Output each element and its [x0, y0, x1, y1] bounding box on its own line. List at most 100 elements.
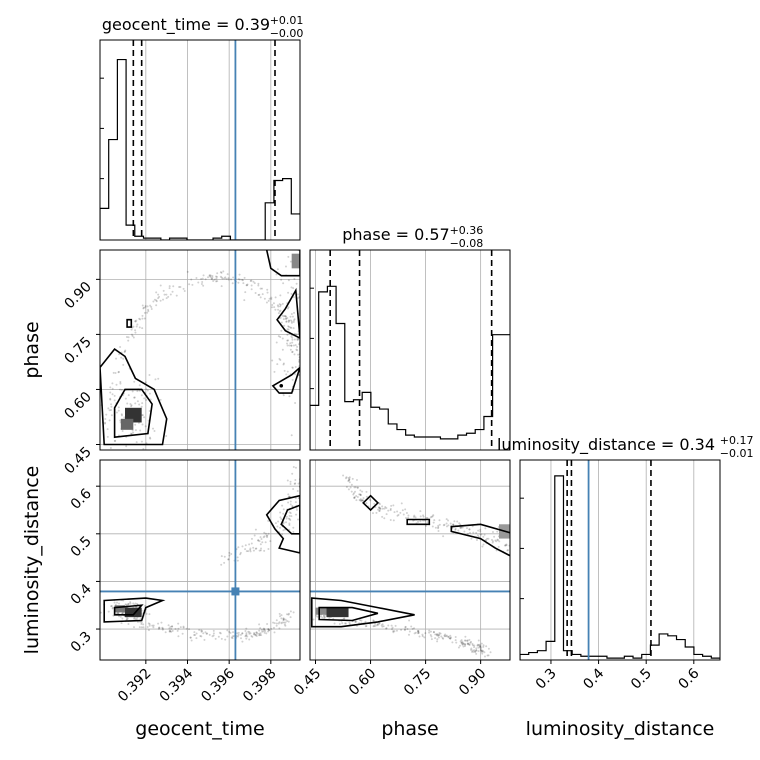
sample-point — [434, 637, 437, 640]
sample-point — [468, 638, 471, 641]
sample-point — [457, 529, 460, 532]
sample-point — [261, 630, 264, 633]
sample-point — [283, 623, 286, 626]
sample-point — [157, 622, 160, 625]
sample-point — [482, 650, 485, 653]
sample-point — [170, 630, 173, 633]
sample-point — [290, 515, 293, 518]
sample-point — [376, 623, 379, 626]
sample-point — [389, 509, 392, 512]
sample-point — [399, 511, 402, 514]
sample-point — [487, 647, 490, 650]
sample-point — [202, 284, 205, 287]
sample-point — [291, 366, 294, 369]
sample-point — [290, 344, 293, 347]
sample-point — [485, 645, 488, 648]
sample-point — [453, 520, 456, 523]
sample-point — [239, 553, 242, 556]
sample-point — [110, 604, 113, 607]
sample-point — [378, 510, 381, 513]
sample-point — [378, 507, 381, 510]
sample-point — [454, 527, 457, 530]
sample-point — [142, 626, 145, 629]
sample-point — [428, 629, 431, 632]
sample-point — [417, 629, 420, 632]
density-cell — [125, 407, 142, 423]
sample-point — [262, 630, 265, 633]
sample-point — [424, 632, 427, 635]
sample-point — [168, 285, 171, 288]
sample-point — [393, 511, 396, 514]
sample-point — [141, 414, 144, 417]
sample-point — [134, 402, 137, 405]
sample-point — [350, 490, 353, 493]
sample-point — [292, 296, 295, 299]
sample-point — [287, 279, 290, 282]
sample-point — [288, 518, 291, 521]
sample-point — [245, 284, 248, 287]
sample-point — [417, 631, 420, 634]
sample-point — [373, 502, 376, 505]
sample-point — [372, 625, 375, 628]
sample-point — [459, 526, 462, 529]
sample-point — [458, 644, 461, 647]
sample-point — [466, 639, 469, 642]
sample-point — [454, 636, 457, 639]
sample-point — [404, 626, 407, 629]
sample-point — [285, 521, 288, 524]
sample-point — [419, 520, 422, 523]
sample-point — [292, 321, 295, 324]
sample-point — [291, 338, 294, 341]
sample-point — [436, 633, 439, 636]
sample-point — [255, 635, 258, 638]
sample-point — [279, 615, 282, 618]
sample-point — [417, 630, 420, 633]
sample-point — [287, 328, 290, 331]
sample-point — [279, 305, 282, 308]
sample-point — [105, 413, 108, 416]
sample-point — [246, 635, 249, 638]
sample-point — [219, 632, 222, 635]
sample-point — [277, 335, 280, 338]
sample-point — [401, 509, 404, 512]
sample-point — [281, 302, 284, 305]
sample-point — [281, 348, 284, 351]
sample-point — [296, 349, 299, 352]
sample-point — [353, 486, 356, 489]
sample-point — [475, 652, 478, 655]
sample-point — [303, 479, 305, 481]
sample-point — [117, 406, 120, 409]
sample-point — [292, 327, 295, 330]
sample-point — [245, 627, 248, 630]
sample-point — [360, 499, 363, 502]
sample-point — [276, 363, 279, 366]
sample-point — [425, 516, 428, 519]
sample-point — [144, 304, 147, 307]
sample-point — [374, 624, 377, 627]
sample-point — [358, 498, 361, 501]
sample-point — [120, 388, 123, 391]
sample-point — [434, 526, 437, 529]
sample-point — [356, 496, 359, 499]
sample-point — [361, 499, 364, 502]
sample-point — [491, 540, 494, 543]
sample-point — [163, 293, 166, 296]
sample-point — [236, 632, 239, 635]
sample-point — [493, 535, 496, 538]
sample-point — [275, 619, 278, 622]
sample-point — [307, 326, 309, 328]
sample-point — [165, 293, 168, 296]
sample-point — [143, 317, 146, 320]
sample-point — [295, 333, 298, 336]
sample-point — [162, 289, 165, 292]
sample-point — [124, 397, 127, 400]
sample-point — [109, 397, 112, 400]
sample-point — [376, 624, 379, 627]
sample-point — [155, 291, 158, 294]
sample-point — [257, 282, 260, 285]
sample-point — [378, 622, 381, 625]
sample-point — [161, 626, 164, 629]
sample-point — [291, 504, 294, 507]
sample-point — [506, 549, 509, 552]
sample-point — [138, 389, 141, 392]
